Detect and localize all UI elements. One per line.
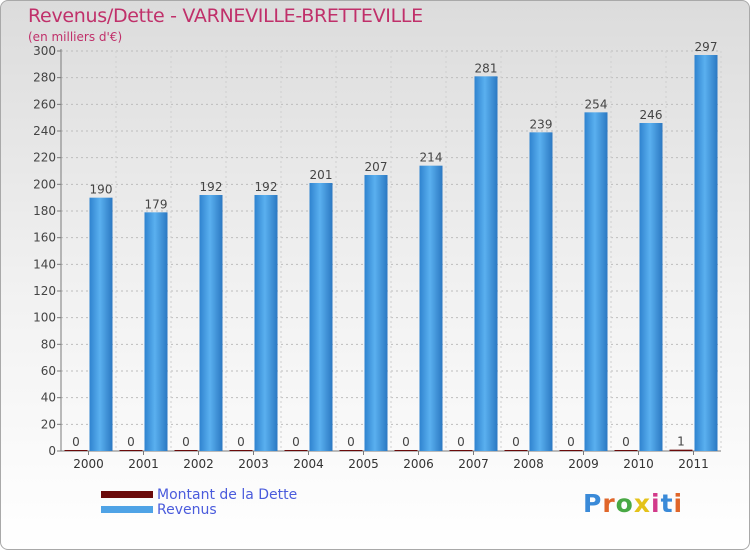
y-tick-label: 180 bbox=[33, 204, 56, 218]
data-label-dette: 0 bbox=[72, 435, 80, 449]
legend: Montant de la Dette Revenus bbox=[101, 486, 298, 518]
y-tick-label: 40 bbox=[41, 391, 56, 405]
chart-subtitle: (en milliers d'€) bbox=[28, 30, 123, 44]
y-tick-label: 260 bbox=[33, 97, 56, 111]
y-tick-label: 20 bbox=[41, 417, 56, 431]
data-label-dette: 0 bbox=[292, 435, 300, 449]
data-labels: 0 190 0 179 0 192 0 192 0 201 0 207 0 214 0 281 0 239 0 254… bbox=[72, 40, 717, 449]
bar-revenus bbox=[144, 212, 168, 451]
bar-dette bbox=[174, 450, 198, 451]
data-label-revenus: 192 bbox=[200, 180, 223, 194]
bar-revenus bbox=[199, 195, 223, 451]
y-tick-label: 300 bbox=[33, 44, 56, 58]
legend-swatch-revenus bbox=[101, 506, 153, 513]
legend-item-dette: Montant de la Dette bbox=[101, 486, 298, 503]
bar-dette bbox=[64, 450, 88, 451]
axes: 0204060801001201401601802002202402602803… bbox=[33, 44, 721, 471]
y-tick-label: 100 bbox=[33, 311, 56, 325]
data-label-revenus: 214 bbox=[420, 151, 443, 165]
y-tick-label: 120 bbox=[33, 284, 56, 298]
logo-letter: r bbox=[602, 489, 616, 518]
y-tick-label: 80 bbox=[41, 337, 56, 351]
y-tick-label: 0 bbox=[48, 444, 56, 458]
logo-letter: P bbox=[583, 489, 603, 518]
data-label-revenus: 239 bbox=[530, 117, 553, 131]
logo-letter: o bbox=[615, 489, 634, 518]
y-tick-label: 140 bbox=[33, 257, 56, 271]
data-label-dette: 0 bbox=[237, 435, 245, 449]
y-tick-label: 60 bbox=[41, 364, 56, 378]
x-tick-label: 2001 bbox=[128, 457, 159, 471]
data-label-dette: 0 bbox=[622, 435, 630, 449]
legend-label-revenus: Revenus bbox=[157, 501, 217, 518]
bar-revenus bbox=[694, 55, 718, 451]
y-tick-label: 240 bbox=[33, 124, 56, 138]
data-label-revenus: 190 bbox=[90, 183, 113, 197]
bar-dette bbox=[504, 450, 528, 451]
x-tick-label: 2007 bbox=[458, 457, 489, 471]
data-label-dette: 0 bbox=[127, 435, 135, 449]
y-tick-label: 200 bbox=[33, 177, 56, 191]
bar-revenus bbox=[364, 175, 388, 451]
bar-dette bbox=[394, 450, 418, 451]
data-label-dette: 0 bbox=[567, 435, 575, 449]
x-tick-label: 2008 bbox=[513, 457, 544, 471]
bar-dette bbox=[559, 450, 583, 451]
data-label-dette: 0 bbox=[457, 435, 465, 449]
bar-dette bbox=[669, 449, 693, 451]
bar-revenus bbox=[474, 76, 498, 451]
legend-swatch-dette bbox=[101, 491, 153, 498]
data-label-dette: 0 bbox=[512, 435, 520, 449]
data-label-revenus: 297 bbox=[695, 40, 718, 54]
bar-dette bbox=[449, 450, 473, 451]
data-label-revenus: 281 bbox=[475, 61, 498, 75]
x-tick-label: 2009 bbox=[568, 457, 599, 471]
data-label-revenus: 192 bbox=[255, 180, 278, 194]
y-tick-label: 220 bbox=[33, 151, 56, 165]
bar-dette bbox=[339, 450, 363, 451]
bar-revenus bbox=[254, 195, 278, 451]
grid-lines bbox=[60, 50, 722, 452]
bar-dette bbox=[229, 450, 253, 451]
chart-title: Revenus/Dette - VARNEVILLE-BRETTEVILLE bbox=[28, 5, 423, 27]
x-tick-label: 2005 bbox=[348, 457, 379, 471]
legend-item-revenus: Revenus bbox=[101, 501, 297, 518]
data-label-revenus: 246 bbox=[640, 108, 663, 122]
data-label-dette: 0 bbox=[347, 435, 355, 449]
legend-label-dette: Montant de la Dette bbox=[157, 486, 298, 503]
bar-revenus bbox=[419, 165, 443, 451]
logo-letter: x bbox=[633, 489, 651, 518]
bar-revenus bbox=[529, 132, 553, 452]
bars bbox=[64, 55, 718, 452]
x-tick-label: 2004 bbox=[293, 457, 324, 471]
proxiti-logo: Proxiti bbox=[583, 489, 683, 518]
y-tick-label: 160 bbox=[33, 231, 56, 245]
data-label-dette: 0 bbox=[182, 435, 190, 449]
x-tick-label: 2010 bbox=[623, 457, 654, 471]
bar-revenus bbox=[89, 197, 113, 451]
bar-revenus bbox=[639, 123, 663, 451]
x-tick-label: 2003 bbox=[238, 457, 269, 471]
x-tick-label: 2000 bbox=[73, 457, 104, 471]
bar-revenus bbox=[584, 112, 608, 451]
bar-dette bbox=[119, 450, 143, 451]
bar-dette bbox=[284, 450, 308, 451]
logo-letter: i bbox=[651, 489, 661, 518]
x-tick-label: 2002 bbox=[183, 457, 214, 471]
logo-letter: i bbox=[673, 489, 684, 518]
logo-letter: t bbox=[660, 489, 674, 518]
data-label-revenus: 179 bbox=[145, 197, 168, 211]
data-label-dette: 0 bbox=[402, 435, 410, 449]
data-label-revenus: 254 bbox=[585, 97, 608, 111]
bar-dette bbox=[614, 450, 638, 451]
data-label-revenus: 201 bbox=[310, 168, 333, 182]
x-tick-label: 2011 bbox=[678, 457, 709, 471]
data-label-dette: 1 bbox=[677, 435, 685, 449]
bar-revenus bbox=[309, 183, 333, 451]
data-label-revenus: 207 bbox=[365, 160, 388, 174]
x-tick-label: 2006 bbox=[403, 457, 434, 471]
y-tick-label: 280 bbox=[33, 71, 56, 85]
